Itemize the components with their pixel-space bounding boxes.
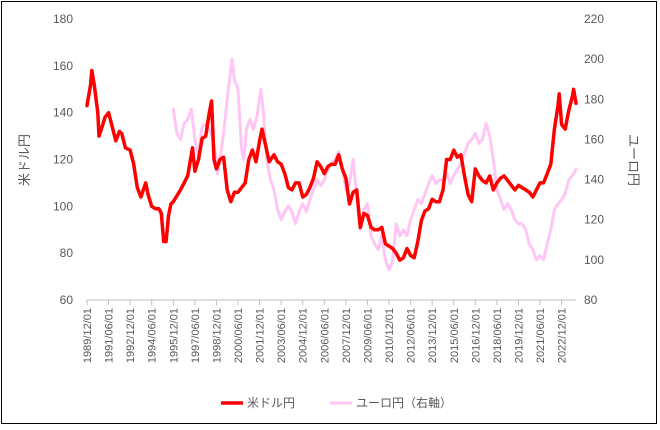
right-y-axis: 80 100 120 140 160 180 200 220 [584,12,604,307]
series-usdjpy-line [85,68,578,262]
right-tick-label: 200 [584,52,604,66]
right-tick-label: 140 [584,173,604,187]
x-tick-label: 2018/06/01 [492,308,504,363]
x-tick-label: 1989/12/01 [82,308,94,363]
x-tick-label: 1995/12/01 [168,308,180,363]
x-tick-label: 2007/12/01 [341,308,353,363]
x-tick-label: 2003/06/01 [276,308,288,363]
left-tick-label: 140 [53,106,73,120]
x-tick-label: 2019/12/01 [513,308,525,363]
legend-label-usdjpy: 米ドル円 [247,396,295,410]
x-tick-label: 2013/12/01 [427,308,439,363]
legend-label-eurjpy: ユーロ円（右軸） [356,395,452,410]
x-tick-label: 2006/06/01 [319,308,331,363]
x-tick-label: 2001/12/01 [255,308,267,363]
right-axis-title: ユーロ円 [626,134,641,186]
right-tick-label: 80 [584,293,598,307]
left-tick-label: 180 [53,12,73,26]
legend: 米ドル円 ユーロ円（右軸） [221,395,452,410]
x-tick-label: 2000/06/01 [233,308,245,363]
right-tick-label: 100 [584,253,604,267]
right-tick-label: 160 [584,132,604,146]
right-tick-label: 180 [584,92,604,106]
x-tick-label: 2010/12/01 [384,308,396,363]
x-tick-label: 2022/12/01 [557,308,569,363]
x-axis: 1989/12/01 1991/06/01 1992/12/01 1994/06/01… [82,299,576,363]
right-tick-label: 220 [584,12,604,26]
series-eurjpy-line [171,57,578,272]
left-y-axis: 60 80 100 120 140 160 180 [53,12,73,307]
x-tick-label: 1991/06/01 [104,308,116,363]
x-tick-label: 1998/12/01 [211,308,223,363]
exchange-rate-chart: 60 80 100 120 140 160 180 80 100 120 140 160 180 200… [17,12,641,410]
x-tick-label: 1992/12/01 [125,308,137,363]
x-tick-label: 2004/12/01 [298,308,310,363]
chart-frame: 60 80 100 120 140 160 180 80 100 120 140 160 180 200… [1,1,657,424]
x-tick-label: 2012/06/01 [406,308,418,363]
right-tick-label: 120 [584,213,604,227]
left-tick-label: 60 [60,293,74,307]
left-tick-label: 120 [53,153,73,167]
x-tick-label: 2009/06/01 [362,308,374,363]
left-tick-label: 80 [60,246,74,260]
x-tick-label: 2021/06/01 [535,308,547,363]
x-tick-label: 1994/06/01 [147,308,159,363]
x-tick-label: 1997/06/01 [190,308,202,363]
x-tick-label: 2015/06/01 [449,308,461,363]
x-tick-label: 2016/12/01 [470,308,482,363]
left-axis-title: 米ドル円 [17,134,32,186]
left-tick-label: 160 [53,59,73,73]
left-tick-label: 100 [53,199,73,213]
plot-area [85,57,578,272]
